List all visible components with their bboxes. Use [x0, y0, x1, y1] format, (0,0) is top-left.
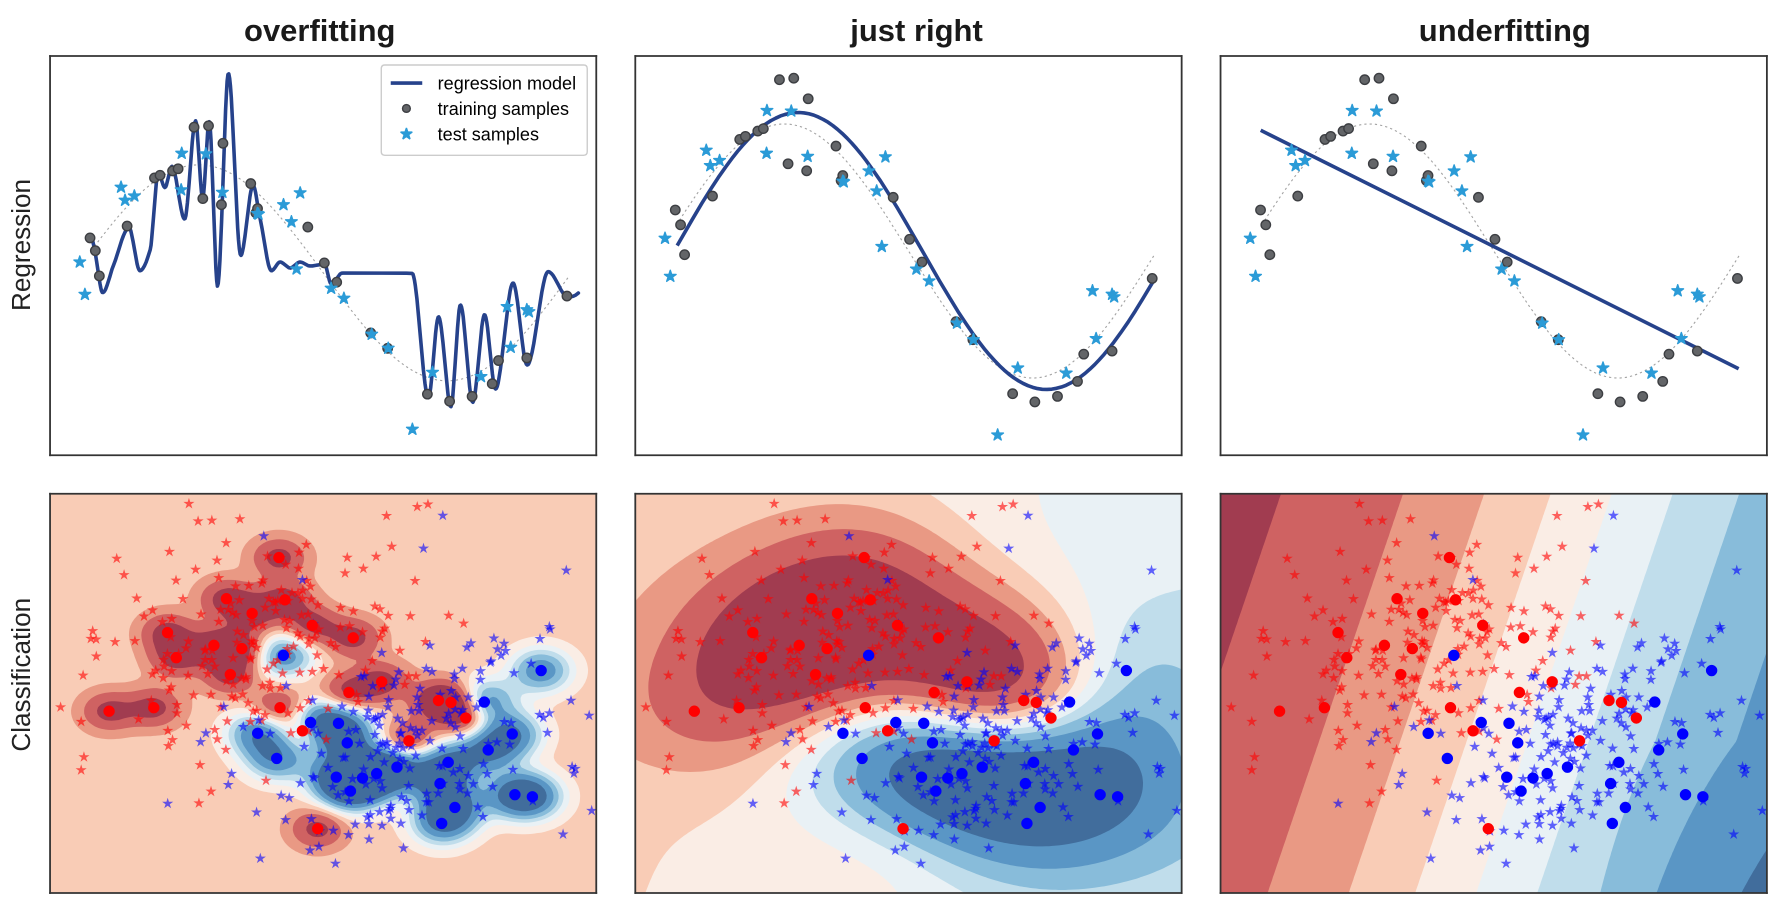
- svg-text:regression model: regression model: [438, 73, 576, 93]
- svg-text:Regression: Regression: [6, 179, 36, 311]
- svg-text:overfitting: overfitting: [244, 13, 395, 48]
- svg-text:just right: just right: [849, 13, 982, 48]
- svg-text:test samples: test samples: [438, 124, 539, 144]
- svg-text:Classification: Classification: [6, 598, 36, 752]
- svg-text:underfitting: underfitting: [1419, 13, 1591, 48]
- svg-text:training samples: training samples: [438, 99, 569, 119]
